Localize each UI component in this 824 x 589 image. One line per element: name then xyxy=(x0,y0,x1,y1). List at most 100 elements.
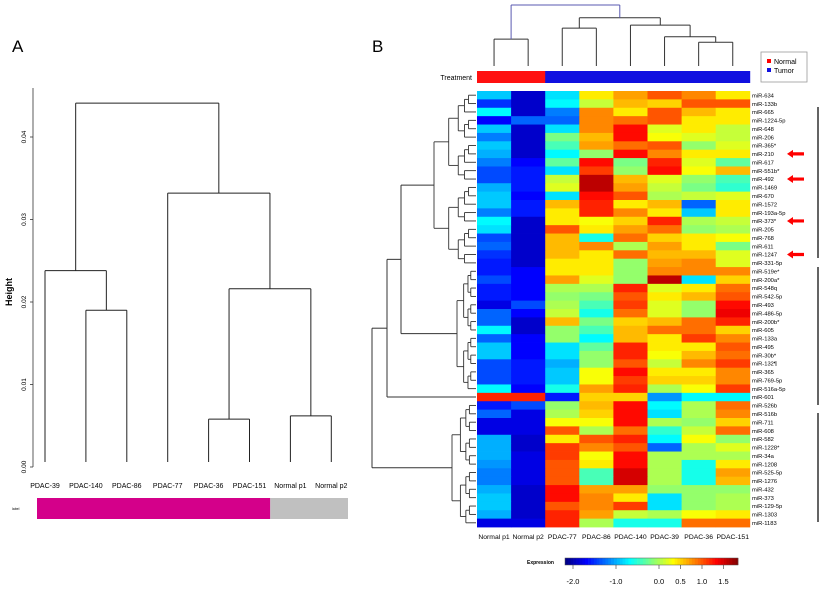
heatmap-cell xyxy=(715,485,751,494)
heatmap-cell xyxy=(477,350,512,360)
colorbar-segment xyxy=(654,558,658,565)
heatmap-cell xyxy=(647,107,682,117)
heatmap-cell xyxy=(579,149,614,159)
heatmap-cell xyxy=(579,216,614,226)
highlight-arrow-icon xyxy=(787,250,804,259)
heatmap-cell xyxy=(715,250,751,260)
heatmap-cell xyxy=(613,493,648,503)
heatmap-cell xyxy=(613,107,648,117)
legend-normal: Normal xyxy=(774,59,797,66)
heatmap-cell xyxy=(681,200,717,209)
heatmap-cell xyxy=(681,300,717,310)
heatmap-cell xyxy=(647,493,682,503)
heatmap-cell xyxy=(545,107,580,117)
heatmap-cell xyxy=(477,208,512,218)
heatmap-cell xyxy=(715,107,751,117)
heatmap-cell xyxy=(647,250,682,260)
heatmap-cell xyxy=(647,91,682,100)
heatmap-cell xyxy=(681,325,717,335)
heatmap-cell xyxy=(647,485,682,494)
heatmap-cell xyxy=(613,451,648,461)
heatmap-cell xyxy=(477,342,512,352)
colorbar-segment xyxy=(570,558,574,565)
heatmap-cell xyxy=(681,275,717,285)
heatmap-cell xyxy=(681,91,717,100)
colorbar-segment xyxy=(590,558,595,565)
heatmap-cell xyxy=(579,485,614,494)
y-tick-label: 0.04 xyxy=(21,130,28,143)
row-label: miR-205 xyxy=(752,228,774,234)
row-label: miR-373* xyxy=(752,219,777,225)
colorbar-segment xyxy=(599,558,603,565)
heatmap-cell xyxy=(647,510,682,520)
heatmap-cell xyxy=(613,367,648,377)
heatmap-cell xyxy=(545,191,580,201)
heatmap-cell xyxy=(511,342,546,352)
heatmap-cell xyxy=(545,342,580,352)
heatmap-cell xyxy=(715,476,751,486)
heatmap-cell xyxy=(613,258,648,268)
heatmap-cell xyxy=(715,426,751,436)
heatmap-cell xyxy=(613,309,648,318)
heatmap-cell xyxy=(715,359,751,369)
row-label: miR-1469 xyxy=(752,186,777,192)
heatmap-cell xyxy=(477,283,512,293)
heatmap-cell xyxy=(647,300,682,310)
treatment-cell xyxy=(477,71,512,83)
row-label: miR-711 xyxy=(752,420,773,426)
heatmap-cell xyxy=(681,241,717,251)
legend: Normal Tumor xyxy=(760,51,808,83)
annotation-bar-segment xyxy=(270,498,348,519)
heatmap-cell xyxy=(613,459,648,469)
heatmap-cell xyxy=(613,91,648,100)
heatmap-cell xyxy=(545,317,580,327)
heatmap-cell xyxy=(545,174,580,184)
row-label: miR-365* xyxy=(752,144,777,150)
colorbar-segment xyxy=(663,558,667,565)
heatmap-cell xyxy=(681,233,717,243)
heatmap-cell xyxy=(477,116,512,125)
heatmap-cell xyxy=(511,409,546,419)
colorbar-segment xyxy=(622,558,626,565)
heatmap-cell xyxy=(545,501,580,511)
heatmap-cell xyxy=(647,208,682,218)
colorbar-segment xyxy=(605,558,609,565)
legend-swatch-normal xyxy=(767,59,771,63)
row-label: miR-542-5p xyxy=(752,295,782,301)
annotation-bar-segment xyxy=(37,498,271,519)
row-label: miR-768 xyxy=(752,236,774,242)
row-label: miR-516a-5p xyxy=(752,387,786,393)
heatmap-cell xyxy=(613,350,648,360)
heatmap-cell xyxy=(511,350,546,360)
heatmap-cell xyxy=(511,292,546,302)
heatmap-cell xyxy=(579,501,614,511)
heatmap-cell xyxy=(477,183,512,193)
heatmap-cell xyxy=(647,241,682,251)
heatmap-cell xyxy=(511,200,546,209)
row-label: miR-200a* xyxy=(752,278,780,284)
heatmap-cell xyxy=(647,367,682,377)
heatmap-cell xyxy=(613,317,648,327)
heatmap-cell xyxy=(477,476,512,486)
heatmap-cell xyxy=(511,434,546,444)
heatmap-cell xyxy=(681,468,717,478)
heatmap-cell xyxy=(579,367,614,377)
heatmap-cell xyxy=(647,258,682,268)
column-label: Normal p1 xyxy=(478,534,510,541)
heatmap-cell xyxy=(545,510,580,520)
colorbar-segment xyxy=(680,558,684,565)
treatment-cell xyxy=(613,71,648,83)
column-label: Normal p2 xyxy=(512,534,544,541)
heatmap-cell xyxy=(579,392,614,402)
heatmap-cell xyxy=(613,518,648,528)
heatmap-cell xyxy=(545,91,580,100)
legend-tumor: Tumor xyxy=(774,68,795,75)
row-label: miR-1228* xyxy=(752,446,780,452)
heatmap-cell xyxy=(715,191,751,201)
heatmap-cell xyxy=(647,317,682,327)
heatmap-cell xyxy=(681,132,717,142)
heatmap-cell xyxy=(647,275,682,285)
heatmap-cell xyxy=(613,384,648,394)
heatmap-cell xyxy=(681,334,717,343)
heatmap-cell xyxy=(715,384,751,394)
